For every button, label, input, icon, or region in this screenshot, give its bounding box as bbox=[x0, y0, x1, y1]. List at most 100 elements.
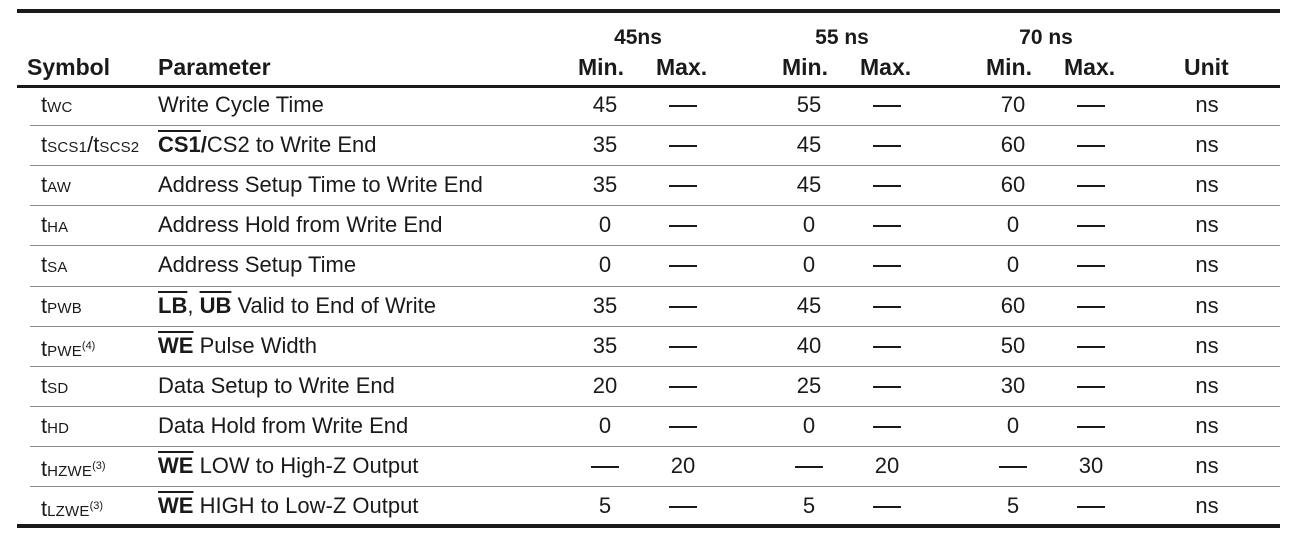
value-max-70 bbox=[1051, 373, 1131, 399]
dash-glyph bbox=[669, 346, 697, 349]
header-max-55: Max. bbox=[860, 54, 912, 80]
value-max-45 bbox=[643, 252, 723, 278]
dash-glyph bbox=[873, 306, 901, 309]
dash-glyph bbox=[873, 225, 901, 228]
symbol-part: t bbox=[41, 413, 48, 438]
dash-glyph bbox=[669, 145, 697, 148]
symbol-cell: tAW bbox=[41, 172, 71, 201]
value-min-45: 35 bbox=[592, 293, 618, 318]
unit-cell: ns bbox=[1195, 172, 1219, 197]
unit-cell: ns bbox=[1195, 252, 1219, 277]
value-min-55: 55 bbox=[796, 92, 822, 117]
symbol-part: (3) bbox=[89, 500, 104, 512]
row-divider bbox=[30, 125, 1280, 126]
value-max-45 bbox=[643, 493, 723, 519]
dash-glyph bbox=[873, 185, 901, 188]
parameter-part: Data Setup to Write End bbox=[158, 373, 395, 398]
dash-glyph bbox=[669, 185, 697, 188]
dash-glyph bbox=[999, 466, 1027, 469]
row-divider bbox=[30, 486, 1280, 487]
value-min-70: 0 bbox=[1006, 252, 1020, 277]
parameter-part: CS2 to Write End bbox=[206, 132, 377, 157]
dash-glyph bbox=[1077, 346, 1105, 349]
value-max-70 bbox=[1051, 293, 1131, 319]
value-max-45 bbox=[643, 413, 723, 439]
symbol-part: t bbox=[41, 336, 48, 361]
value-max-55 bbox=[847, 92, 927, 118]
symbol-part: SCS1 bbox=[47, 139, 88, 156]
symbol-part: t bbox=[41, 92, 48, 117]
symbol-part: HZWE bbox=[47, 463, 93, 480]
dash-glyph bbox=[873, 506, 901, 509]
value-max-45 bbox=[643, 92, 723, 118]
value-max-45 bbox=[643, 172, 723, 198]
symbol-cell: tSCS1/tSCS2 bbox=[41, 132, 139, 161]
parameter-part: LOW to High-Z Output bbox=[193, 453, 419, 478]
parameter-part: WE bbox=[158, 333, 194, 358]
dash-glyph bbox=[669, 225, 697, 228]
value-max-70: 30 bbox=[1078, 453, 1104, 478]
row-divider bbox=[30, 165, 1280, 166]
value-max-70 bbox=[1051, 172, 1131, 198]
symbol-cell: tPWE(4) bbox=[41, 333, 95, 365]
symbol-part: SCS2 bbox=[99, 139, 140, 156]
symbol-part: HD bbox=[47, 420, 70, 437]
value-max-45 bbox=[643, 293, 723, 319]
value-min-45: 0 bbox=[598, 413, 612, 438]
value-max-70 bbox=[1051, 413, 1131, 439]
unit-cell: ns bbox=[1195, 453, 1219, 478]
value-max-45 bbox=[643, 333, 723, 359]
parameter-cell: Address Hold from Write End bbox=[158, 212, 442, 238]
value-max-45 bbox=[643, 373, 723, 399]
symbol-cell: tWC bbox=[41, 92, 73, 121]
row-divider bbox=[30, 406, 1280, 407]
parameter-cell: LB, UB Valid to End of Write bbox=[158, 293, 436, 319]
value-min-70: 70 bbox=[1000, 92, 1026, 117]
header-unit: Unit bbox=[1184, 54, 1229, 80]
value-max-45 bbox=[643, 212, 723, 238]
dash-glyph bbox=[1077, 225, 1105, 228]
dash-glyph bbox=[1077, 426, 1105, 429]
parameter-part: , bbox=[187, 293, 200, 318]
row-divider bbox=[30, 245, 1280, 246]
value-max-55 bbox=[847, 413, 927, 439]
value-max-45 bbox=[643, 132, 723, 158]
parameter-cell: CS1/CS2 to Write End bbox=[158, 132, 376, 158]
symbol-cell: tLZWE(3) bbox=[41, 493, 103, 525]
header-min-70: Min. bbox=[986, 54, 1032, 80]
parameter-part: CS1 bbox=[158, 132, 201, 157]
header-min-45: Min. bbox=[578, 54, 624, 80]
dash-glyph bbox=[873, 386, 901, 389]
value-max-55 bbox=[847, 373, 927, 399]
header-max-70: Max. bbox=[1064, 54, 1116, 80]
dash-glyph bbox=[1077, 145, 1105, 148]
value-max-45: 20 bbox=[670, 453, 696, 478]
dash-glyph bbox=[591, 466, 619, 469]
value-max-70 bbox=[1051, 132, 1131, 158]
dash-glyph bbox=[669, 506, 697, 509]
dash-glyph bbox=[669, 386, 697, 389]
parameter-part: Valid to End of Write bbox=[231, 293, 436, 318]
parameter-part: Address Hold from Write End bbox=[158, 212, 443, 237]
symbol-part: /t bbox=[87, 132, 100, 157]
parameter-part: Address Setup Time bbox=[158, 252, 357, 277]
symbol-part: t bbox=[41, 496, 48, 521]
symbol-part: t bbox=[41, 132, 48, 157]
parameter-part: WE bbox=[158, 493, 194, 518]
parameter-part: WE bbox=[158, 453, 194, 478]
value-min-45: 0 bbox=[598, 212, 612, 237]
symbol-part: HA bbox=[47, 219, 69, 236]
dash-glyph bbox=[1077, 306, 1105, 309]
value-min-55 bbox=[769, 453, 849, 479]
value-min-45: 35 bbox=[592, 333, 618, 358]
value-max-55 bbox=[847, 252, 927, 278]
header-rule bbox=[17, 85, 1280, 88]
unit-cell: ns bbox=[1195, 493, 1219, 518]
dash-glyph bbox=[873, 265, 901, 268]
dash-glyph bbox=[1077, 265, 1105, 268]
dash-glyph bbox=[669, 426, 697, 429]
value-min-70: 50 bbox=[1000, 333, 1026, 358]
value-min-45: 35 bbox=[592, 172, 618, 197]
unit-cell: ns bbox=[1195, 212, 1219, 237]
value-min-55: 5 bbox=[802, 493, 816, 518]
